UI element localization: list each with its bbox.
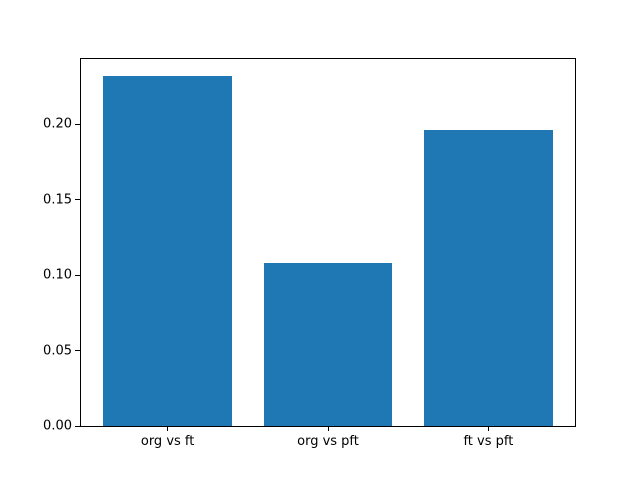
x-tick-mark xyxy=(167,426,169,431)
y-tick-mark xyxy=(75,425,80,427)
x-tick-mark xyxy=(327,426,329,431)
y-tick-label: 0.15 xyxy=(43,192,72,208)
y-tick-mark xyxy=(75,199,80,201)
x-tick-label: ft vs pft xyxy=(463,434,514,449)
y-tick-label: 0.05 xyxy=(43,343,72,359)
y-tick-label: 0.10 xyxy=(43,267,72,283)
y-tick-label: 0.20 xyxy=(43,116,72,132)
x-tick-label: org vs ft xyxy=(140,434,195,449)
x-tick-mark xyxy=(487,426,489,431)
bar-org-vs-ft xyxy=(103,76,232,426)
bar-ft-vs-pft xyxy=(424,130,553,426)
y-tick-mark xyxy=(75,274,80,276)
plot-area: 0.00 0.05 0.10 0.15 0.20 org vs ft org vs pft f… xyxy=(43,58,576,448)
x-tick-label: org vs pft xyxy=(297,434,359,449)
y-tick-label: 0.00 xyxy=(43,418,72,434)
y-tick-mark xyxy=(75,350,80,352)
bar-org-vs-pft xyxy=(263,263,393,426)
y-tick-mark xyxy=(75,123,80,125)
